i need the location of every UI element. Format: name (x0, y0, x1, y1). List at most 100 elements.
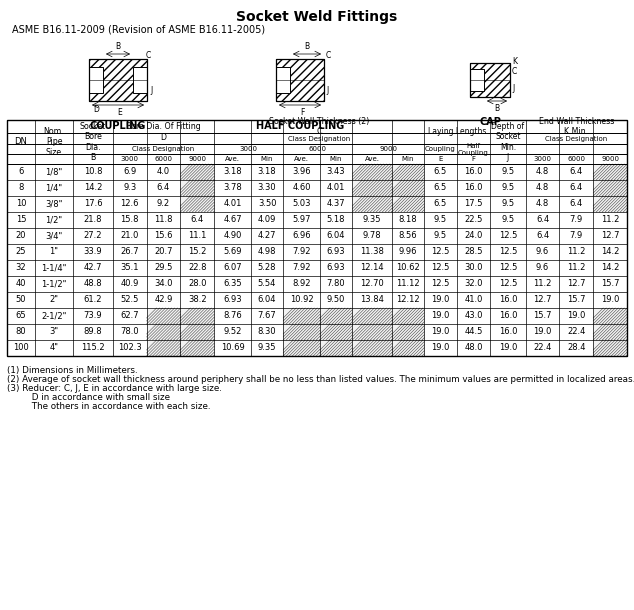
Text: 6: 6 (18, 168, 23, 176)
Bar (593, 324, 627, 340)
Text: (1) Dimensions in Millimeters.: (1) Dimensions in Millimeters. (7, 366, 138, 375)
Text: 2-1/2": 2-1/2" (41, 312, 67, 320)
Text: 40.9: 40.9 (120, 279, 139, 289)
Text: 9.5: 9.5 (501, 168, 515, 176)
Text: 3000: 3000 (240, 146, 257, 152)
Text: Coupling: Coupling (425, 146, 456, 152)
Bar (133, 67, 147, 93)
Text: 14.2: 14.2 (601, 248, 619, 256)
Bar (392, 196, 424, 212)
Text: 14.2: 14.2 (601, 264, 619, 273)
Text: J: J (150, 86, 152, 95)
Text: 100: 100 (13, 343, 29, 353)
Text: 12.7: 12.7 (533, 295, 552, 304)
Text: Half
Coupling: Half Coupling (458, 143, 489, 156)
Text: 28.0: 28.0 (188, 279, 207, 289)
Bar (276, 67, 290, 93)
Text: 10.62: 10.62 (396, 264, 420, 273)
Text: 17.5: 17.5 (464, 199, 482, 209)
Bar (320, 308, 353, 324)
Text: 12.6: 12.6 (120, 199, 139, 209)
Text: C: C (512, 67, 517, 76)
Text: 24.0: 24.0 (464, 232, 482, 240)
Text: 4.01: 4.01 (223, 199, 242, 209)
Text: 6.4: 6.4 (570, 199, 583, 209)
Text: D in accordance with small size: D in accordance with small size (7, 393, 170, 402)
Text: 9.3: 9.3 (123, 184, 136, 193)
Bar (283, 308, 320, 324)
Text: Ave.: Ave. (225, 156, 240, 162)
Text: 16.0: 16.0 (499, 312, 517, 320)
Text: 22.4: 22.4 (567, 328, 586, 337)
Text: 14.2: 14.2 (84, 184, 102, 193)
Text: 3/4": 3/4" (46, 232, 63, 240)
Text: 1-1/2": 1-1/2" (41, 279, 67, 289)
Text: 6.4: 6.4 (570, 168, 583, 176)
Bar (146, 324, 180, 340)
Text: 19.0: 19.0 (431, 328, 450, 337)
Text: 15.6: 15.6 (154, 232, 172, 240)
Bar (470, 63, 510, 97)
Text: E: E (438, 156, 443, 162)
Text: 28.4: 28.4 (567, 343, 586, 353)
Text: 6.4: 6.4 (157, 184, 170, 193)
Text: 19.0: 19.0 (533, 328, 552, 337)
Bar (593, 164, 627, 180)
Text: 78.0: 78.0 (120, 328, 139, 337)
Text: 3.43: 3.43 (327, 168, 346, 176)
Text: Min: Min (330, 156, 342, 162)
Text: 3.30: 3.30 (258, 184, 276, 193)
Text: 21.8: 21.8 (84, 215, 102, 224)
Text: 9000: 9000 (601, 156, 619, 162)
Text: 19.0: 19.0 (601, 295, 619, 304)
Text: 16.0: 16.0 (464, 184, 482, 193)
Text: K: K (512, 57, 517, 65)
Text: 6000: 6000 (309, 146, 327, 152)
Text: 3.50: 3.50 (258, 199, 276, 209)
Bar (146, 340, 180, 356)
Text: 5.28: 5.28 (258, 264, 276, 273)
Text: 6.5: 6.5 (434, 184, 447, 193)
Text: 11.8: 11.8 (154, 215, 172, 224)
Text: 10: 10 (16, 199, 26, 209)
Text: 6.9: 6.9 (123, 168, 136, 176)
Text: 6000: 6000 (567, 156, 585, 162)
Bar (7, 120, 627, 356)
Text: 25: 25 (16, 248, 26, 256)
Text: 11.2: 11.2 (601, 215, 619, 224)
Text: 15.7: 15.7 (601, 279, 619, 289)
Text: DN: DN (15, 137, 27, 146)
Text: 6.04: 6.04 (327, 232, 346, 240)
Text: 52.5: 52.5 (120, 295, 139, 304)
Bar (593, 180, 627, 196)
Text: Class Designation: Class Designation (545, 135, 607, 142)
Text: 2": 2" (49, 295, 58, 304)
Text: 15.8: 15.8 (120, 215, 139, 224)
Text: 9.5: 9.5 (501, 199, 515, 209)
Text: 4.8: 4.8 (536, 199, 549, 209)
Text: 4.8: 4.8 (536, 184, 549, 193)
Text: 12.5: 12.5 (431, 279, 450, 289)
Text: 115.2: 115.2 (81, 343, 105, 353)
Text: 1/2": 1/2" (46, 215, 63, 224)
Text: Socket
Bore
Dia.
B: Socket Bore Dia. B (80, 122, 106, 162)
Text: 4.90: 4.90 (223, 232, 242, 240)
Text: 9.2: 9.2 (157, 199, 170, 209)
Text: 7.67: 7.67 (257, 312, 276, 320)
Text: 20.7: 20.7 (154, 248, 172, 256)
Text: 12.12: 12.12 (396, 295, 420, 304)
Bar (320, 340, 353, 356)
Text: 34.0: 34.0 (154, 279, 172, 289)
Text: 42.7: 42.7 (84, 264, 102, 273)
Text: 9.50: 9.50 (327, 295, 346, 304)
Text: 12.7: 12.7 (567, 279, 586, 289)
Text: 61.2: 61.2 (84, 295, 102, 304)
Text: 28.5: 28.5 (464, 248, 482, 256)
Text: 3.18: 3.18 (258, 168, 276, 176)
Text: 42.9: 42.9 (154, 295, 172, 304)
Text: The others in accordance with each size.: The others in accordance with each size. (7, 402, 210, 411)
Text: 44.5: 44.5 (464, 328, 482, 337)
Text: 9.5: 9.5 (434, 232, 447, 240)
Text: 65: 65 (16, 312, 26, 320)
Text: 9.5: 9.5 (501, 215, 515, 224)
